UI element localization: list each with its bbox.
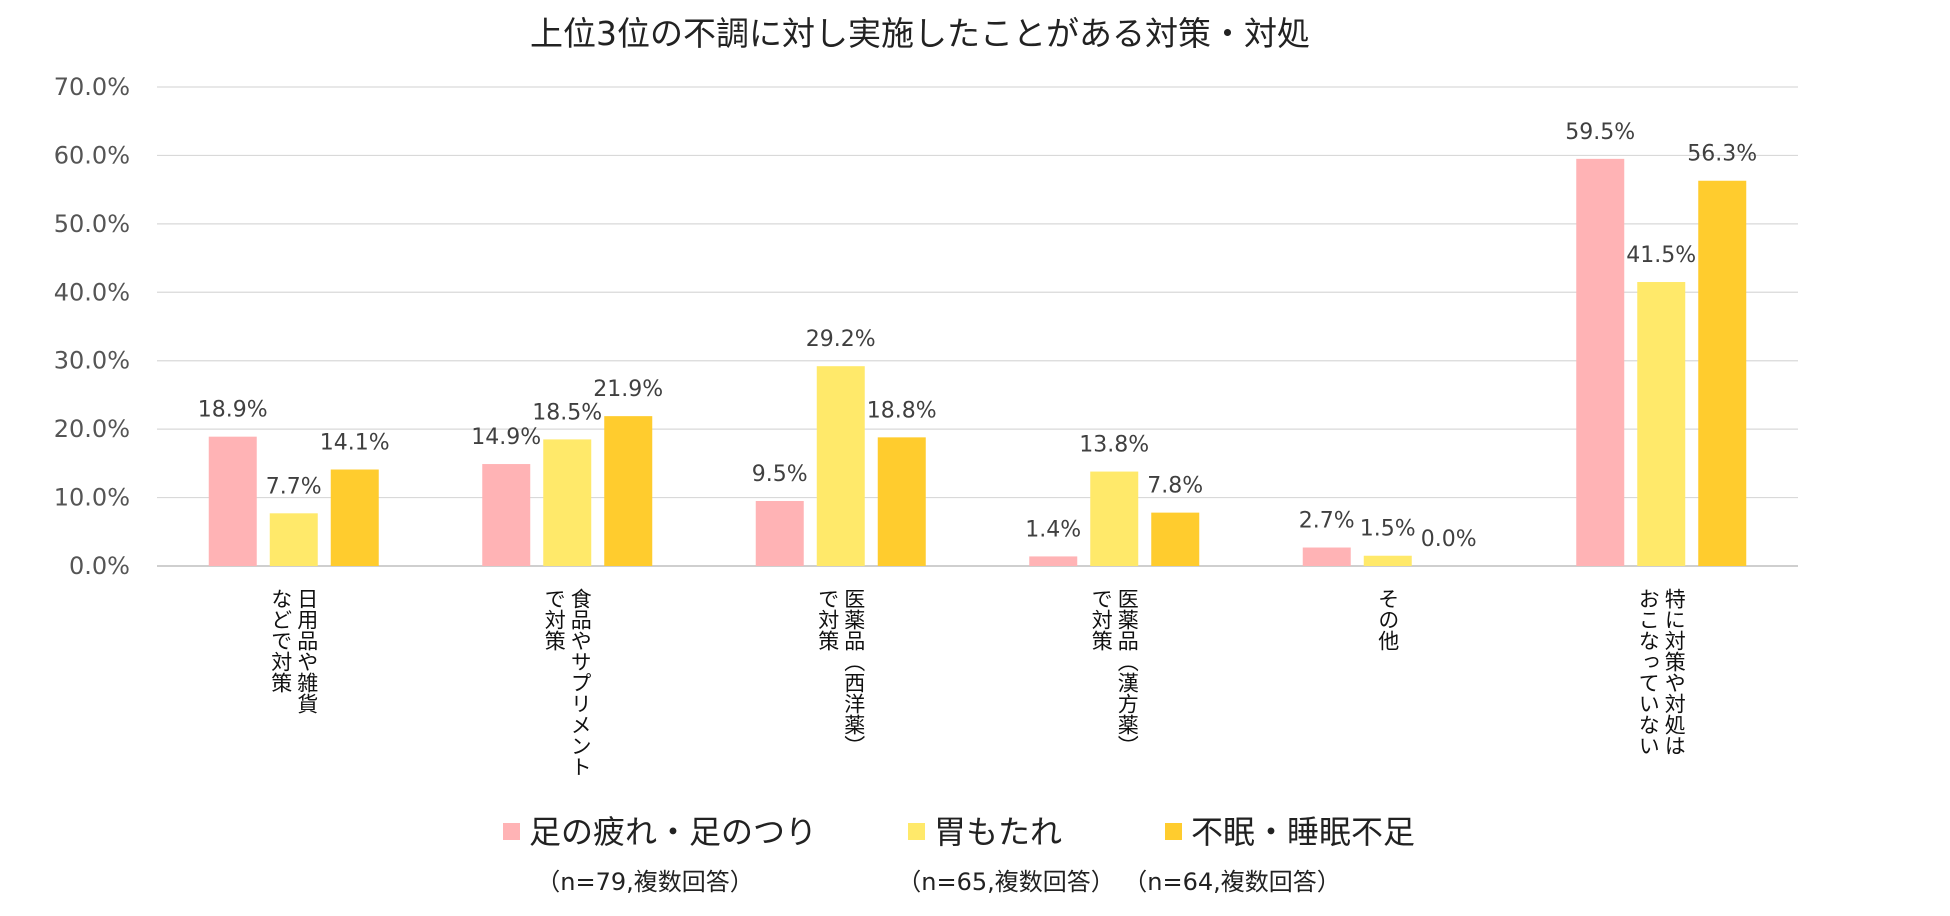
data-label: 9.5% bbox=[752, 462, 808, 487]
legend-swatch bbox=[503, 823, 520, 840]
bar bbox=[1090, 471, 1139, 566]
legend-note: （n=79,複数回答） bbox=[536, 868, 754, 896]
bar bbox=[208, 436, 257, 566]
bar bbox=[1698, 180, 1747, 567]
data-label: 2.7% bbox=[1299, 509, 1355, 534]
data-label: 1.5% bbox=[1360, 517, 1416, 542]
data-label: 7.7% bbox=[266, 474, 322, 499]
category-label: で対策 bbox=[816, 588, 840, 651]
data-label: 0.0% bbox=[1421, 527, 1477, 552]
category-label: 医薬品（西洋薬） bbox=[842, 588, 866, 756]
grid bbox=[157, 86, 1798, 567]
bar bbox=[330, 469, 379, 566]
y-tick-label: 30.0% bbox=[54, 347, 130, 375]
bar bbox=[1302, 547, 1351, 566]
data-label: 41.5% bbox=[1626, 243, 1696, 268]
bars bbox=[208, 158, 1747, 567]
legend-swatch bbox=[1165, 823, 1182, 840]
data-label: 29.2% bbox=[806, 327, 876, 352]
category-label: などで対策 bbox=[269, 588, 293, 693]
category-label: おこなっていない bbox=[1636, 588, 1660, 756]
bar bbox=[816, 366, 865, 566]
bar bbox=[877, 437, 926, 566]
legend-label: 胃もたれ bbox=[934, 813, 1062, 851]
data-label: 21.9% bbox=[593, 377, 663, 402]
category-label: その他 bbox=[1376, 588, 1400, 651]
bar bbox=[1363, 555, 1412, 566]
bar bbox=[1029, 556, 1078, 566]
legend-label: 不眠・睡眠不足 bbox=[1191, 813, 1415, 851]
y-tick-label: 60.0% bbox=[54, 141, 130, 169]
data-label: 56.3% bbox=[1687, 142, 1757, 167]
bar bbox=[1637, 282, 1686, 566]
y-tick-label: 0.0% bbox=[69, 552, 130, 580]
y-tick-label: 70.0% bbox=[54, 73, 130, 101]
y-tick-label: 50.0% bbox=[54, 210, 130, 238]
legend-note: （n=64,複数回答） bbox=[1123, 868, 1341, 896]
bar bbox=[1151, 512, 1200, 566]
category-label: で対策 bbox=[1089, 588, 1113, 651]
bar bbox=[269, 513, 318, 566]
data-labels: 18.9% 7.7% 14.1% 14.9%18.5%21.9% 9.5% 29.2% 18… bbox=[198, 120, 1757, 552]
legend-note: （n=65,複数回答） bbox=[897, 868, 1115, 896]
data-label: 18.5% bbox=[532, 400, 602, 425]
data-label: 18.8% bbox=[867, 398, 937, 423]
bar bbox=[755, 500, 804, 566]
legend: 足の疲れ・足のつり （n=79,複数回答） 胃もたれ （n=65,複数回答） 不眠・睡眠… bbox=[503, 813, 1415, 896]
category-label: で対策 bbox=[542, 588, 566, 651]
data-label: 59.5% bbox=[1565, 120, 1635, 145]
data-label: 7.8% bbox=[1147, 474, 1203, 499]
category-label: 特に対策や対処は bbox=[1662, 588, 1686, 756]
data-label: 13.8% bbox=[1079, 433, 1149, 458]
data-label: 1.4% bbox=[1025, 517, 1081, 542]
y-tick-label: 20.0% bbox=[54, 415, 130, 443]
category-label: 日用品や雑貨 bbox=[295, 588, 319, 714]
bar bbox=[1576, 158, 1625, 566]
data-label: 18.9% bbox=[198, 398, 268, 423]
chart-title: 上位3位の不調に対し実施したことがある対策・対処 bbox=[530, 14, 1310, 53]
y-tick-label: 40.0% bbox=[54, 278, 130, 306]
bar bbox=[482, 464, 531, 566]
bar bbox=[604, 416, 653, 566]
data-label: 14.1% bbox=[320, 431, 390, 456]
data-label: 14.9% bbox=[471, 425, 541, 450]
y-axis: 0.0% 10.0% 20.0% 30.0% 40.0% 50.0% 60.0% 70.0% bbox=[54, 73, 130, 580]
category-label: 食品やサプリメント bbox=[568, 588, 592, 777]
category-label: 医薬品（漢方薬） bbox=[1115, 588, 1139, 756]
y-tick-label: 10.0% bbox=[54, 484, 130, 512]
legend-swatch bbox=[908, 823, 925, 840]
bar bbox=[543, 439, 592, 566]
legend-label: 足の疲れ・足のつり bbox=[529, 813, 817, 851]
